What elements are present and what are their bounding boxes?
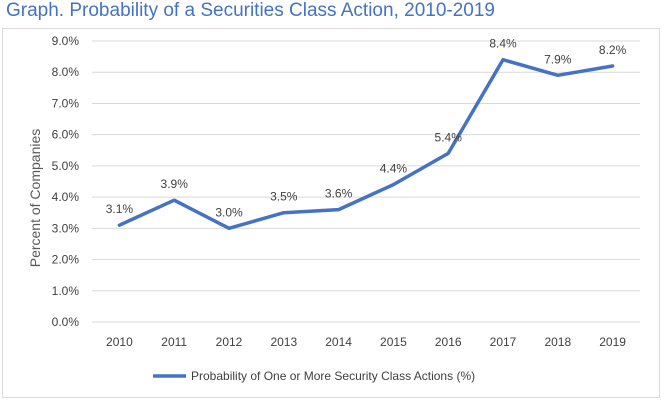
y-tick-label: 0.0% bbox=[52, 315, 80, 329]
gridlines bbox=[92, 40, 640, 323]
x-tick-label: 2016 bbox=[435, 335, 462, 349]
y-tick-label: 9.0% bbox=[52, 34, 80, 48]
x-tick-label: 2015 bbox=[380, 335, 407, 349]
x-axis-ticks: 2010 2011 2012 2013 2014 2015 2016 2017 2018 2019 bbox=[106, 335, 626, 349]
y-tick-label: 2.0% bbox=[52, 253, 80, 267]
data-label: 3.6% bbox=[325, 187, 353, 201]
data-label: 8.2% bbox=[599, 43, 627, 57]
x-tick-label: 2018 bbox=[544, 335, 571, 349]
y-axis-ticks: 0.0% 1.0% 2.0% 3.0% 4.0% 5.0% 6.0% 7.0% 8.0% 9.0% bbox=[52, 34, 80, 329]
data-labels: 3.1% 3.9% 3.0% 3.5% 3.6% 4.4% 5.4% 8.4% 7.9% 8.2% bbox=[106, 37, 627, 220]
chart-frame bbox=[2, 28, 660, 398]
y-tick-label: 4.0% bbox=[52, 190, 80, 204]
series-group bbox=[117, 57, 615, 231]
y-tick-label: 7.0% bbox=[52, 96, 80, 110]
y-tick-label: 5.0% bbox=[52, 159, 80, 173]
y-tick-label: 8.0% bbox=[52, 65, 80, 79]
data-label: 3.0% bbox=[215, 205, 243, 219]
x-tick-label: 2012 bbox=[216, 335, 243, 349]
x-tick-label: 2019 bbox=[599, 335, 626, 349]
y-tick-label: 3.0% bbox=[52, 221, 80, 235]
legend: Probability of One or More Security Clas… bbox=[153, 369, 475, 383]
y-tick-label: 1.0% bbox=[52, 284, 80, 298]
data-label: 4.4% bbox=[380, 162, 408, 176]
y-tick-label: 6.0% bbox=[52, 128, 80, 142]
data-label: 7.9% bbox=[544, 52, 572, 66]
data-label: 3.1% bbox=[106, 202, 134, 216]
x-tick-label: 2013 bbox=[270, 335, 297, 349]
x-tick-label: 2010 bbox=[106, 335, 133, 349]
legend-label: Probability of One or More Security Clas… bbox=[191, 369, 475, 383]
data-label: 3.9% bbox=[161, 177, 189, 191]
data-label: 5.4% bbox=[435, 130, 463, 144]
y-axis-label: Percent of Companies bbox=[27, 129, 43, 268]
data-label: 8.4% bbox=[489, 37, 517, 51]
data-label: 3.5% bbox=[270, 190, 298, 204]
x-tick-label: 2011 bbox=[161, 335, 187, 349]
chart-title: Graph. Probability of a Securities Class… bbox=[6, 0, 495, 21]
series-line bbox=[117, 57, 615, 231]
x-tick-label: 2017 bbox=[490, 335, 517, 349]
x-tick-label: 2014 bbox=[325, 335, 352, 349]
